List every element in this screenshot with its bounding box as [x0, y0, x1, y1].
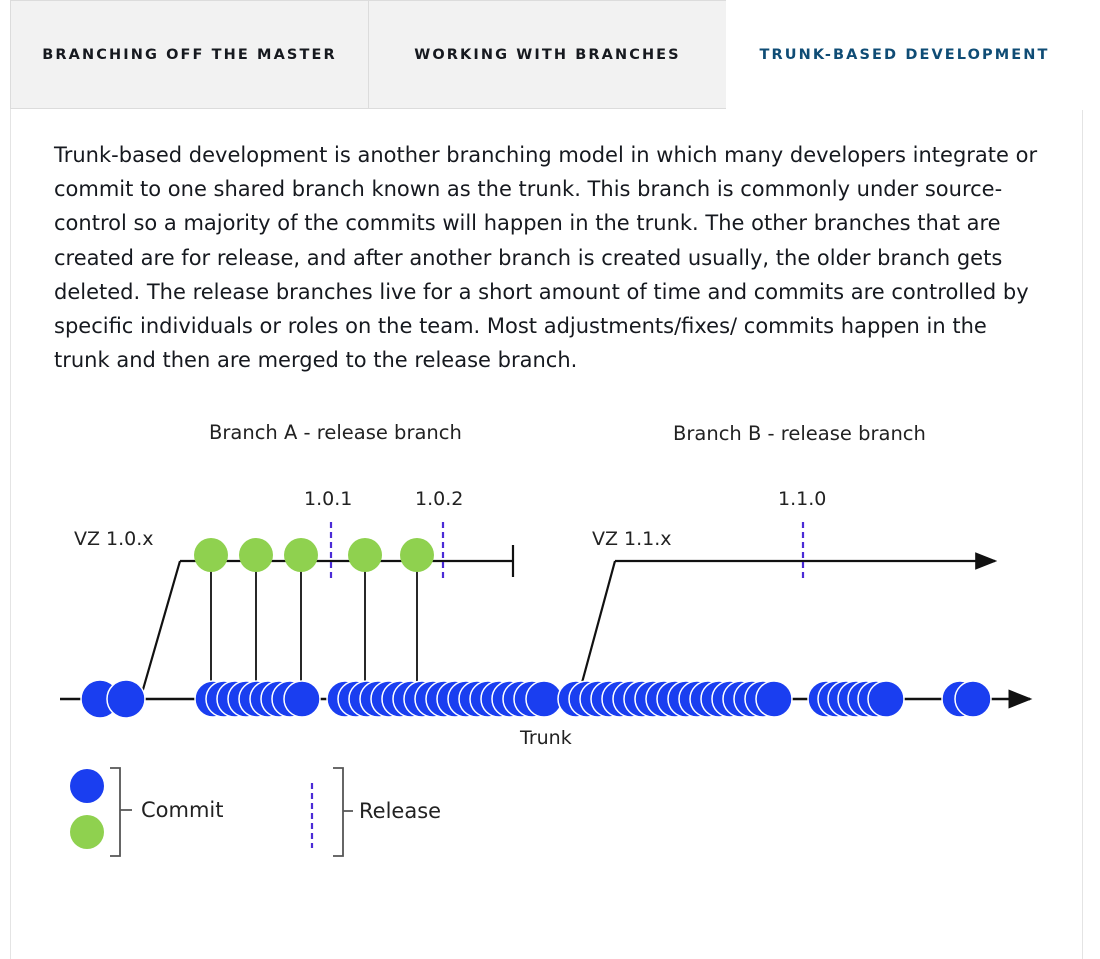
branch-a-line — [140, 545, 515, 694]
legend-commit-green-icon — [70, 815, 104, 849]
merge-lines — [210, 555, 418, 685]
commit-green — [194, 538, 228, 572]
vz-a-label: VZ 1.0.x — [74, 528, 154, 550]
trunk-label: Trunk — [519, 727, 572, 749]
commit-green — [400, 538, 434, 572]
branch-b-label: Branch B - release branch — [673, 422, 926, 445]
commit-green — [284, 538, 318, 572]
description-paragraph: Trunk-based development is another branc… — [54, 143, 1038, 373]
tab-trunk-based-development[interactable]: TRUNK-BASED DEVELOPMENT — [726, 0, 1083, 110]
content-panel — [10, 0, 1083, 959]
legend-release-bracket-icon — [333, 767, 353, 857]
tab-working-with-branches[interactable]: WORKING WITH BRANCHES — [368, 0, 727, 109]
branch-a-label: Branch A - release branch — [209, 421, 462, 444]
release-3-label: 1.1.0 — [778, 488, 826, 510]
tab-branching-off-the-master[interactable]: BRANCHING OFF THE MASTER — [10, 0, 369, 109]
commit-green — [239, 538, 273, 572]
legend-commit-blue-icon — [70, 769, 104, 803]
trunk-commits — [80, 679, 992, 719]
legend-release-label: Release — [359, 799, 441, 823]
legend-commit-bracket-icon — [110, 767, 132, 857]
tab-bar: BRANCHING OFF THE MASTER WORKING WITH BR… — [10, 0, 1083, 110]
branch-a-commits — [194, 538, 434, 572]
vz-b-label: VZ 1.1.x — [592, 528, 672, 550]
branch-b-line — [578, 552, 998, 691]
commit-green — [348, 538, 382, 572]
release-2-label: 1.0.2 — [415, 488, 463, 510]
release-1-label: 1.0.1 — [304, 488, 352, 510]
legend — [70, 767, 353, 857]
legend-commit-label: Commit — [141, 798, 224, 822]
